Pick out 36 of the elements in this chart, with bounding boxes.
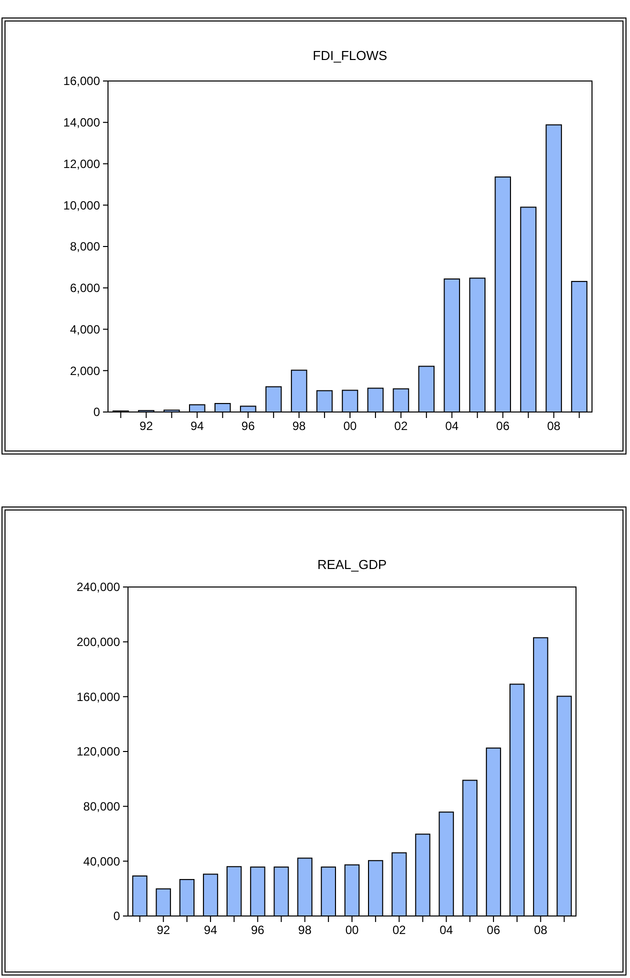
x-tick-label: 08 [534,923,548,937]
x-tick-label: 08 [547,419,561,433]
chart-title: FDI_FLOWS [312,48,388,63]
y-tick-label: 16,000 [63,74,100,88]
x-tick-label: 96 [251,923,265,937]
y-tick-label: 200,000 [76,635,120,650]
x-tick-label: 04 [445,419,459,433]
y-tick-label: 10,000 [63,198,100,212]
x-tick-label: 06 [496,419,510,433]
x-tick-label: 96 [241,419,256,433]
x-tick-label: 98 [298,923,312,937]
x-tick-label: 98 [292,419,306,433]
y-tick-label: 6,000 [70,281,100,296]
chart-title: REAL_GDP [317,557,387,572]
y-tick-label: 0 [113,909,120,924]
x-tick-label: 94 [190,419,204,433]
y-tick-label: 80,000 [83,800,120,814]
y-tick-label: 120,000 [76,744,120,759]
y-tick-label: 160,000 [76,690,120,704]
y-tick-label: 40,000 [83,854,120,868]
x-tick-label: 00 [345,923,359,937]
y-tick-label: 12,000 [63,156,100,171]
x-tick-label: 94 [204,923,218,937]
y-tick-label: 8,000 [70,240,100,254]
y-tick-label: 0 [93,405,100,420]
y-tick-label: 2,000 [70,364,100,378]
x-tick-label: 92 [140,419,154,433]
x-tick-label: 92 [156,923,170,937]
y-tick-label: 4,000 [70,322,100,336]
x-tick-label: 02 [394,419,408,433]
x-tick-label: 00 [343,419,357,433]
y-tick-label: 14,000 [63,116,100,130]
y-tick-label: 240,000 [76,580,120,594]
x-tick-label: 02 [392,923,406,937]
x-tick-label: 04 [440,923,454,937]
x-tick-label: 06 [486,923,500,937]
